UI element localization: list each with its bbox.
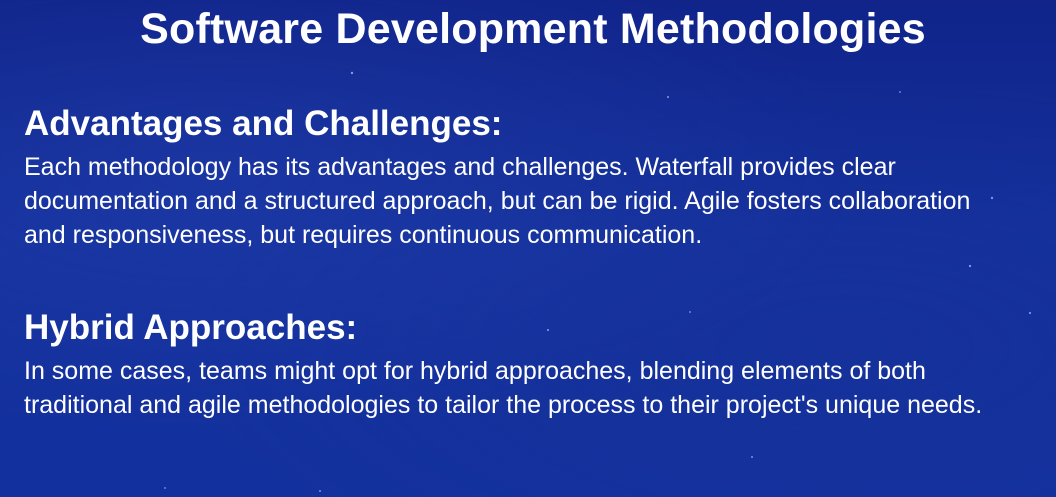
section-body: In some cases, teams might opt for hybri… (24, 357, 983, 419)
slide-title: Software Development Methodologies (140, 5, 926, 53)
section-heading: Hybrid Approaches: (24, 308, 358, 347)
section-body: Each methodology has its advantages and … (24, 153, 971, 249)
section-advantages-challenges: Advantages and Challenges: Each methodol… (24, 104, 1024, 252)
section-hybrid-approaches: Hybrid Approaches: In some cases, teams … (24, 308, 1024, 422)
section-heading: Advantages and Challenges: (24, 104, 503, 143)
